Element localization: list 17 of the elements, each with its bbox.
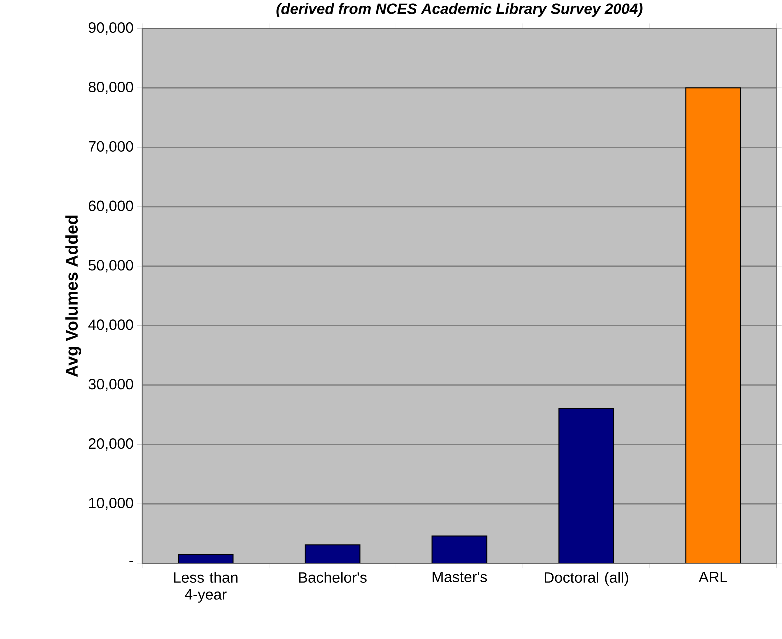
y-tick-label: 40,000 [88, 320, 134, 332]
y-tick-label: 20,000 [89, 438, 134, 451]
y-tick-label: 50,000 [88, 260, 134, 272]
x-tick-label: ARL [698, 572, 728, 582]
y-tick-label: 70,000 [89, 141, 134, 154]
y-tick-label: 30,000 [88, 378, 134, 392]
x-tick-label: Doctoral (all) [545, 572, 628, 586]
x-tick-label: Bachelor's [299, 572, 367, 583]
y-axis-title: Avg Volumes Added [66, 216, 82, 377]
y-tick-label: 60,000 [89, 200, 134, 214]
x-tick-label: Master's [432, 572, 488, 582]
x-tick-label: Less than 4-year [174, 572, 238, 603]
y-tick-label: - [130, 561, 134, 562]
y-tick-label: 10,000 [89, 498, 134, 510]
y-tick-label: 80,000 [88, 82, 134, 94]
y-tick-label: 90,000 [88, 22, 134, 35]
chart-subtitle: (derived from NCES Academic Library Survey 2004) [276, 3, 643, 18]
